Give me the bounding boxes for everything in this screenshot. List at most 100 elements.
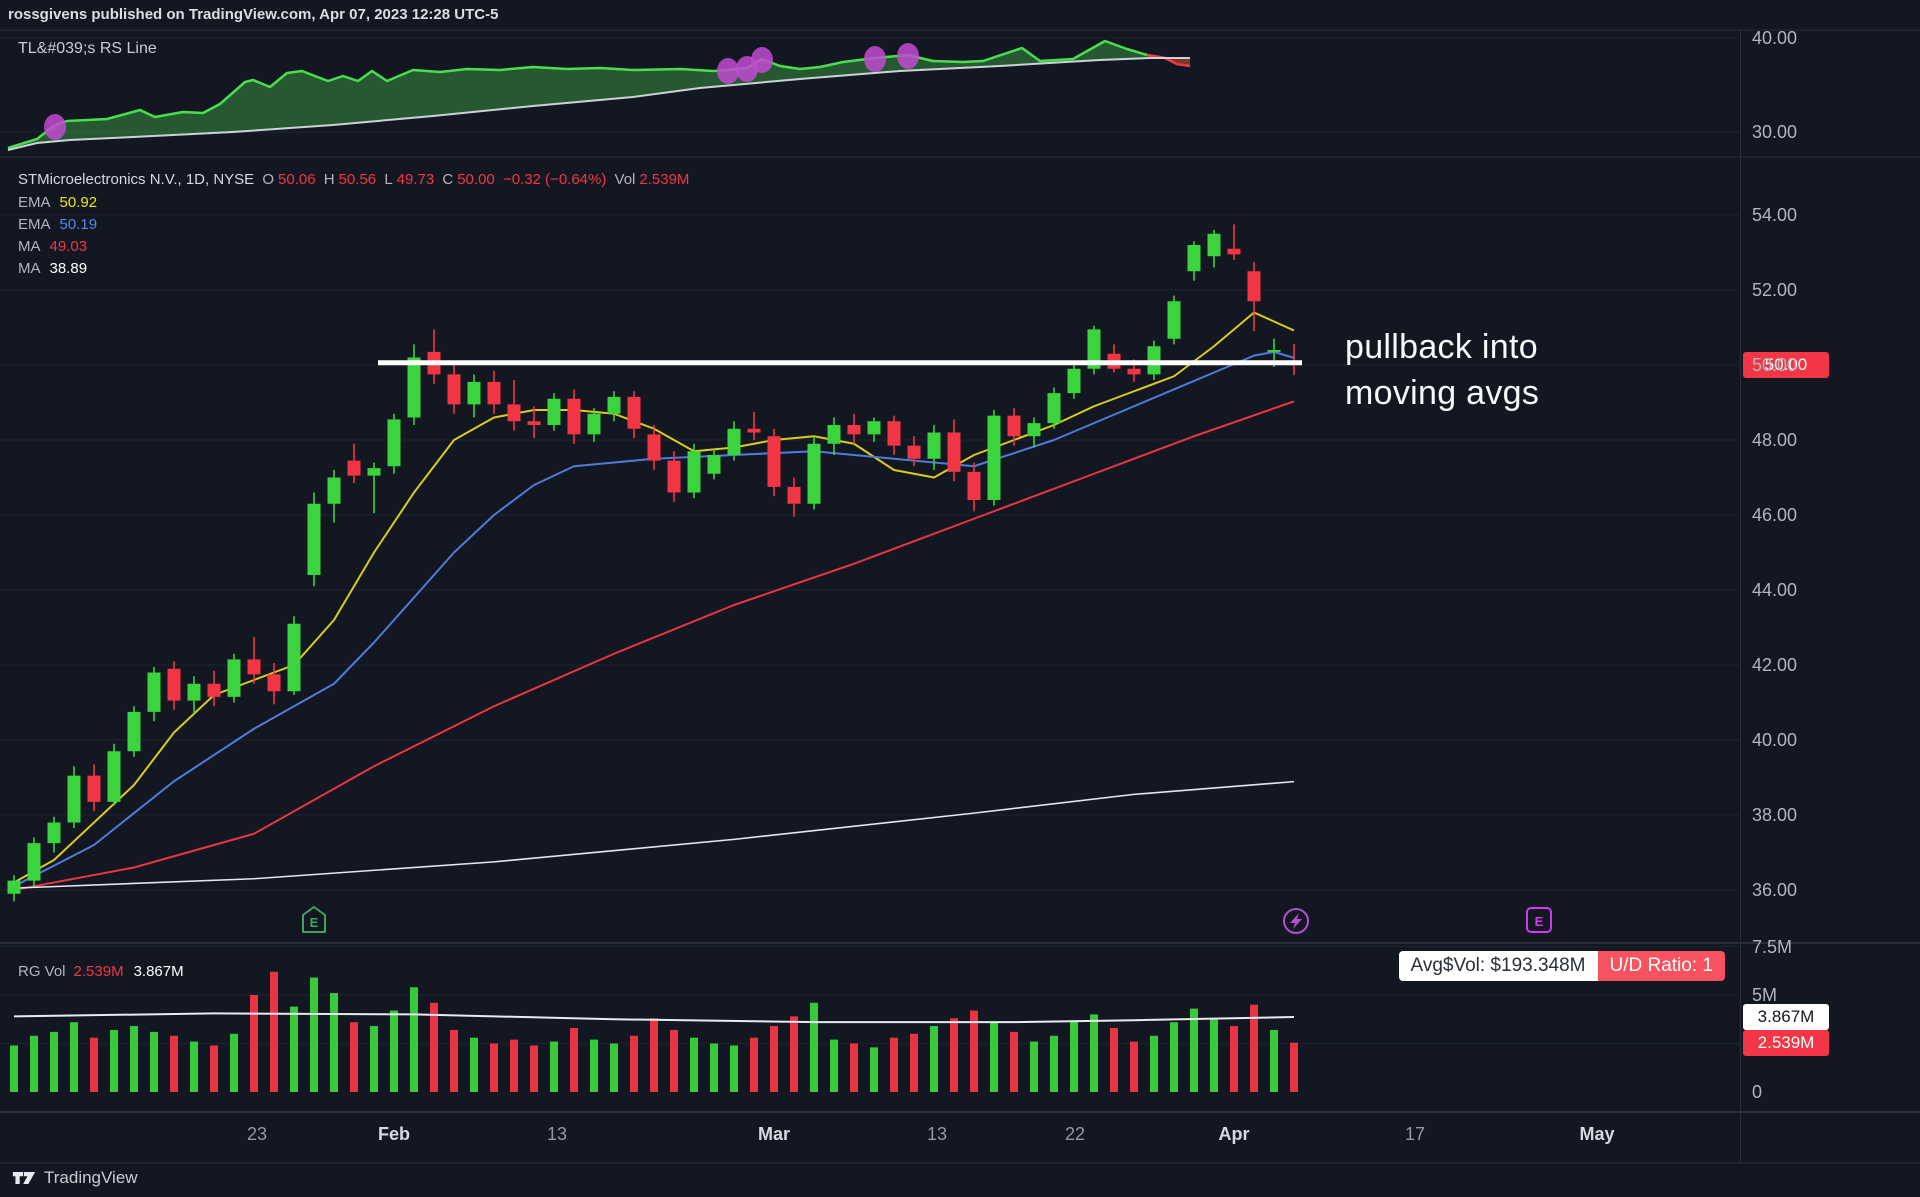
- indicator-row-ma-long[interactable]: MA 38.89: [18, 260, 87, 277]
- time-axis-label: 13: [926, 1124, 948, 1144]
- indicator-row-ema-fast[interactable]: EMA 50.92: [18, 194, 97, 211]
- time-axis-label: May: [1579, 1124, 1615, 1144]
- lightning-icon[interactable]: [1283, 908, 1309, 934]
- volume-overlay-badges: Avg$Vol: $193.348M U/D Ratio: 1: [1398, 951, 1725, 981]
- volume-axis-label: 7.5M: [1752, 936, 1793, 957]
- volume-bar: [710, 1043, 718, 1092]
- candle: [27, 843, 41, 881]
- volume-bar: [730, 1045, 738, 1092]
- volume-bar: [310, 977, 318, 1092]
- low-value: 49.73: [396, 171, 435, 188]
- time-axis-label: Feb: [377, 1124, 411, 1144]
- volume-bar: [450, 1029, 458, 1092]
- horizontal-level-line[interactable]: [378, 360, 1302, 366]
- volume-bar: [810, 1002, 818, 1092]
- volume-bar: [770, 1026, 778, 1092]
- candle: [107, 751, 121, 802]
- indicator-value: 49.03: [49, 238, 88, 255]
- candle: [1007, 415, 1021, 437]
- volume-bar: [230, 1033, 238, 1092]
- volume-legend[interactable]: RG Vol 2.539M 3.867M: [18, 963, 184, 980]
- open-label: O: [262, 171, 275, 188]
- volume-bar: [410, 987, 418, 1092]
- volume-bar: [270, 971, 278, 1092]
- candle: [187, 683, 201, 701]
- price-scale[interactable]: 50.00 3.867M 2.539M 40.00 30.00 54.00 52.00…: [1740, 28, 1920, 1163]
- candle: [527, 421, 541, 425]
- candle: [787, 486, 801, 504]
- volume-bar: [1210, 1018, 1218, 1092]
- indicator-row-ma-mid[interactable]: MA 49.03: [18, 238, 87, 255]
- indicator-row-ema-slow[interactable]: EMA 50.19: [18, 216, 97, 233]
- volume-bar: [950, 1018, 958, 1092]
- tradingview-logo-icon[interactable]: [12, 1168, 36, 1188]
- candle: [887, 421, 901, 446]
- price-axis-label: 38.00: [1752, 805, 1798, 825]
- time-axis-label: 22: [1064, 1124, 1086, 1144]
- rs-line-title: TL&#039;s RS Line: [18, 40, 157, 57]
- volume-bar: [190, 1041, 198, 1092]
- price-axis-label: 54.00: [1752, 205, 1798, 225]
- volume-bar: [1030, 1041, 1038, 1092]
- rs-signal-dot: [897, 43, 919, 69]
- volume-bar: [350, 1022, 358, 1092]
- candle: [927, 432, 941, 459]
- volume-bar: [130, 1026, 138, 1092]
- time-scale[interactable]: 23 Feb 13 Mar 13 22 Apr 17 May: [0, 1112, 1740, 1162]
- candle: [227, 659, 241, 697]
- volume-bar: [510, 1039, 518, 1092]
- candle: [647, 434, 661, 461]
- annotation-text[interactable]: pullback into moving avgs: [1345, 324, 1539, 416]
- candle: [867, 421, 881, 435]
- candle: [327, 477, 341, 504]
- candle: [807, 443, 821, 504]
- volume-bar: [610, 1043, 618, 1092]
- candle: [247, 659, 261, 675]
- vol-badge-current: 2.539M: [1743, 1029, 1829, 1056]
- indicator-value: 38.89: [49, 260, 88, 277]
- earnings-icon[interactable]: [302, 906, 326, 933]
- indicator-label: EMA: [18, 216, 51, 233]
- candle: [387, 419, 401, 467]
- volume-bar: [1070, 1020, 1078, 1092]
- volume-bar: [530, 1045, 538, 1092]
- rs-signal-dot: [44, 114, 66, 140]
- candle: [607, 396, 621, 414]
- candle: [1267, 350, 1281, 352]
- candle: [1167, 301, 1181, 339]
- candle: [827, 425, 841, 444]
- candle: [1127, 368, 1141, 375]
- volume-bar: [990, 1022, 998, 1092]
- volume-bar: [590, 1039, 598, 1092]
- candle: [487, 381, 501, 405]
- rs-signal-dot: [751, 47, 773, 73]
- volume-bar: [70, 1022, 78, 1092]
- symbol-legend[interactable]: STMicroelectronics N.V., 1D, NYSE O 50.06…: [18, 171, 693, 188]
- annotation-line2: moving avgs: [1345, 374, 1540, 412]
- volume-axis-label: 0: [1752, 1082, 1763, 1102]
- candle: [507, 404, 521, 422]
- volume-bar: [1250, 1004, 1258, 1092]
- volume-bar: [930, 1026, 938, 1092]
- tradingview-wordmark[interactable]: TradingView: [44, 1168, 138, 1187]
- vol-label: Vol: [614, 171, 636, 188]
- volume-legend-name: RG Vol: [18, 963, 66, 980]
- volume-bar: [1150, 1035, 1158, 1092]
- candle: [707, 455, 721, 474]
- volume-bar: [1190, 1008, 1198, 1092]
- volume-bar: [1290, 1042, 1298, 1092]
- candle: [567, 398, 581, 435]
- indicator-label: EMA: [18, 194, 51, 211]
- upcoming-earnings-icon[interactable]: [1526, 907, 1552, 933]
- candle: [447, 374, 461, 405]
- vol-value: 2.539M: [639, 171, 690, 188]
- candle: [847, 425, 861, 435]
- indicator-label: MA: [18, 238, 41, 255]
- volume-bar: [790, 1016, 798, 1092]
- candle: [407, 357, 421, 418]
- price-axis-label: 36.00: [1752, 880, 1798, 900]
- candle: [47, 822, 61, 844]
- publish-bar: rossgivens published on TradingView.com,…: [8, 6, 498, 23]
- indicator-value: 50.19: [59, 216, 98, 233]
